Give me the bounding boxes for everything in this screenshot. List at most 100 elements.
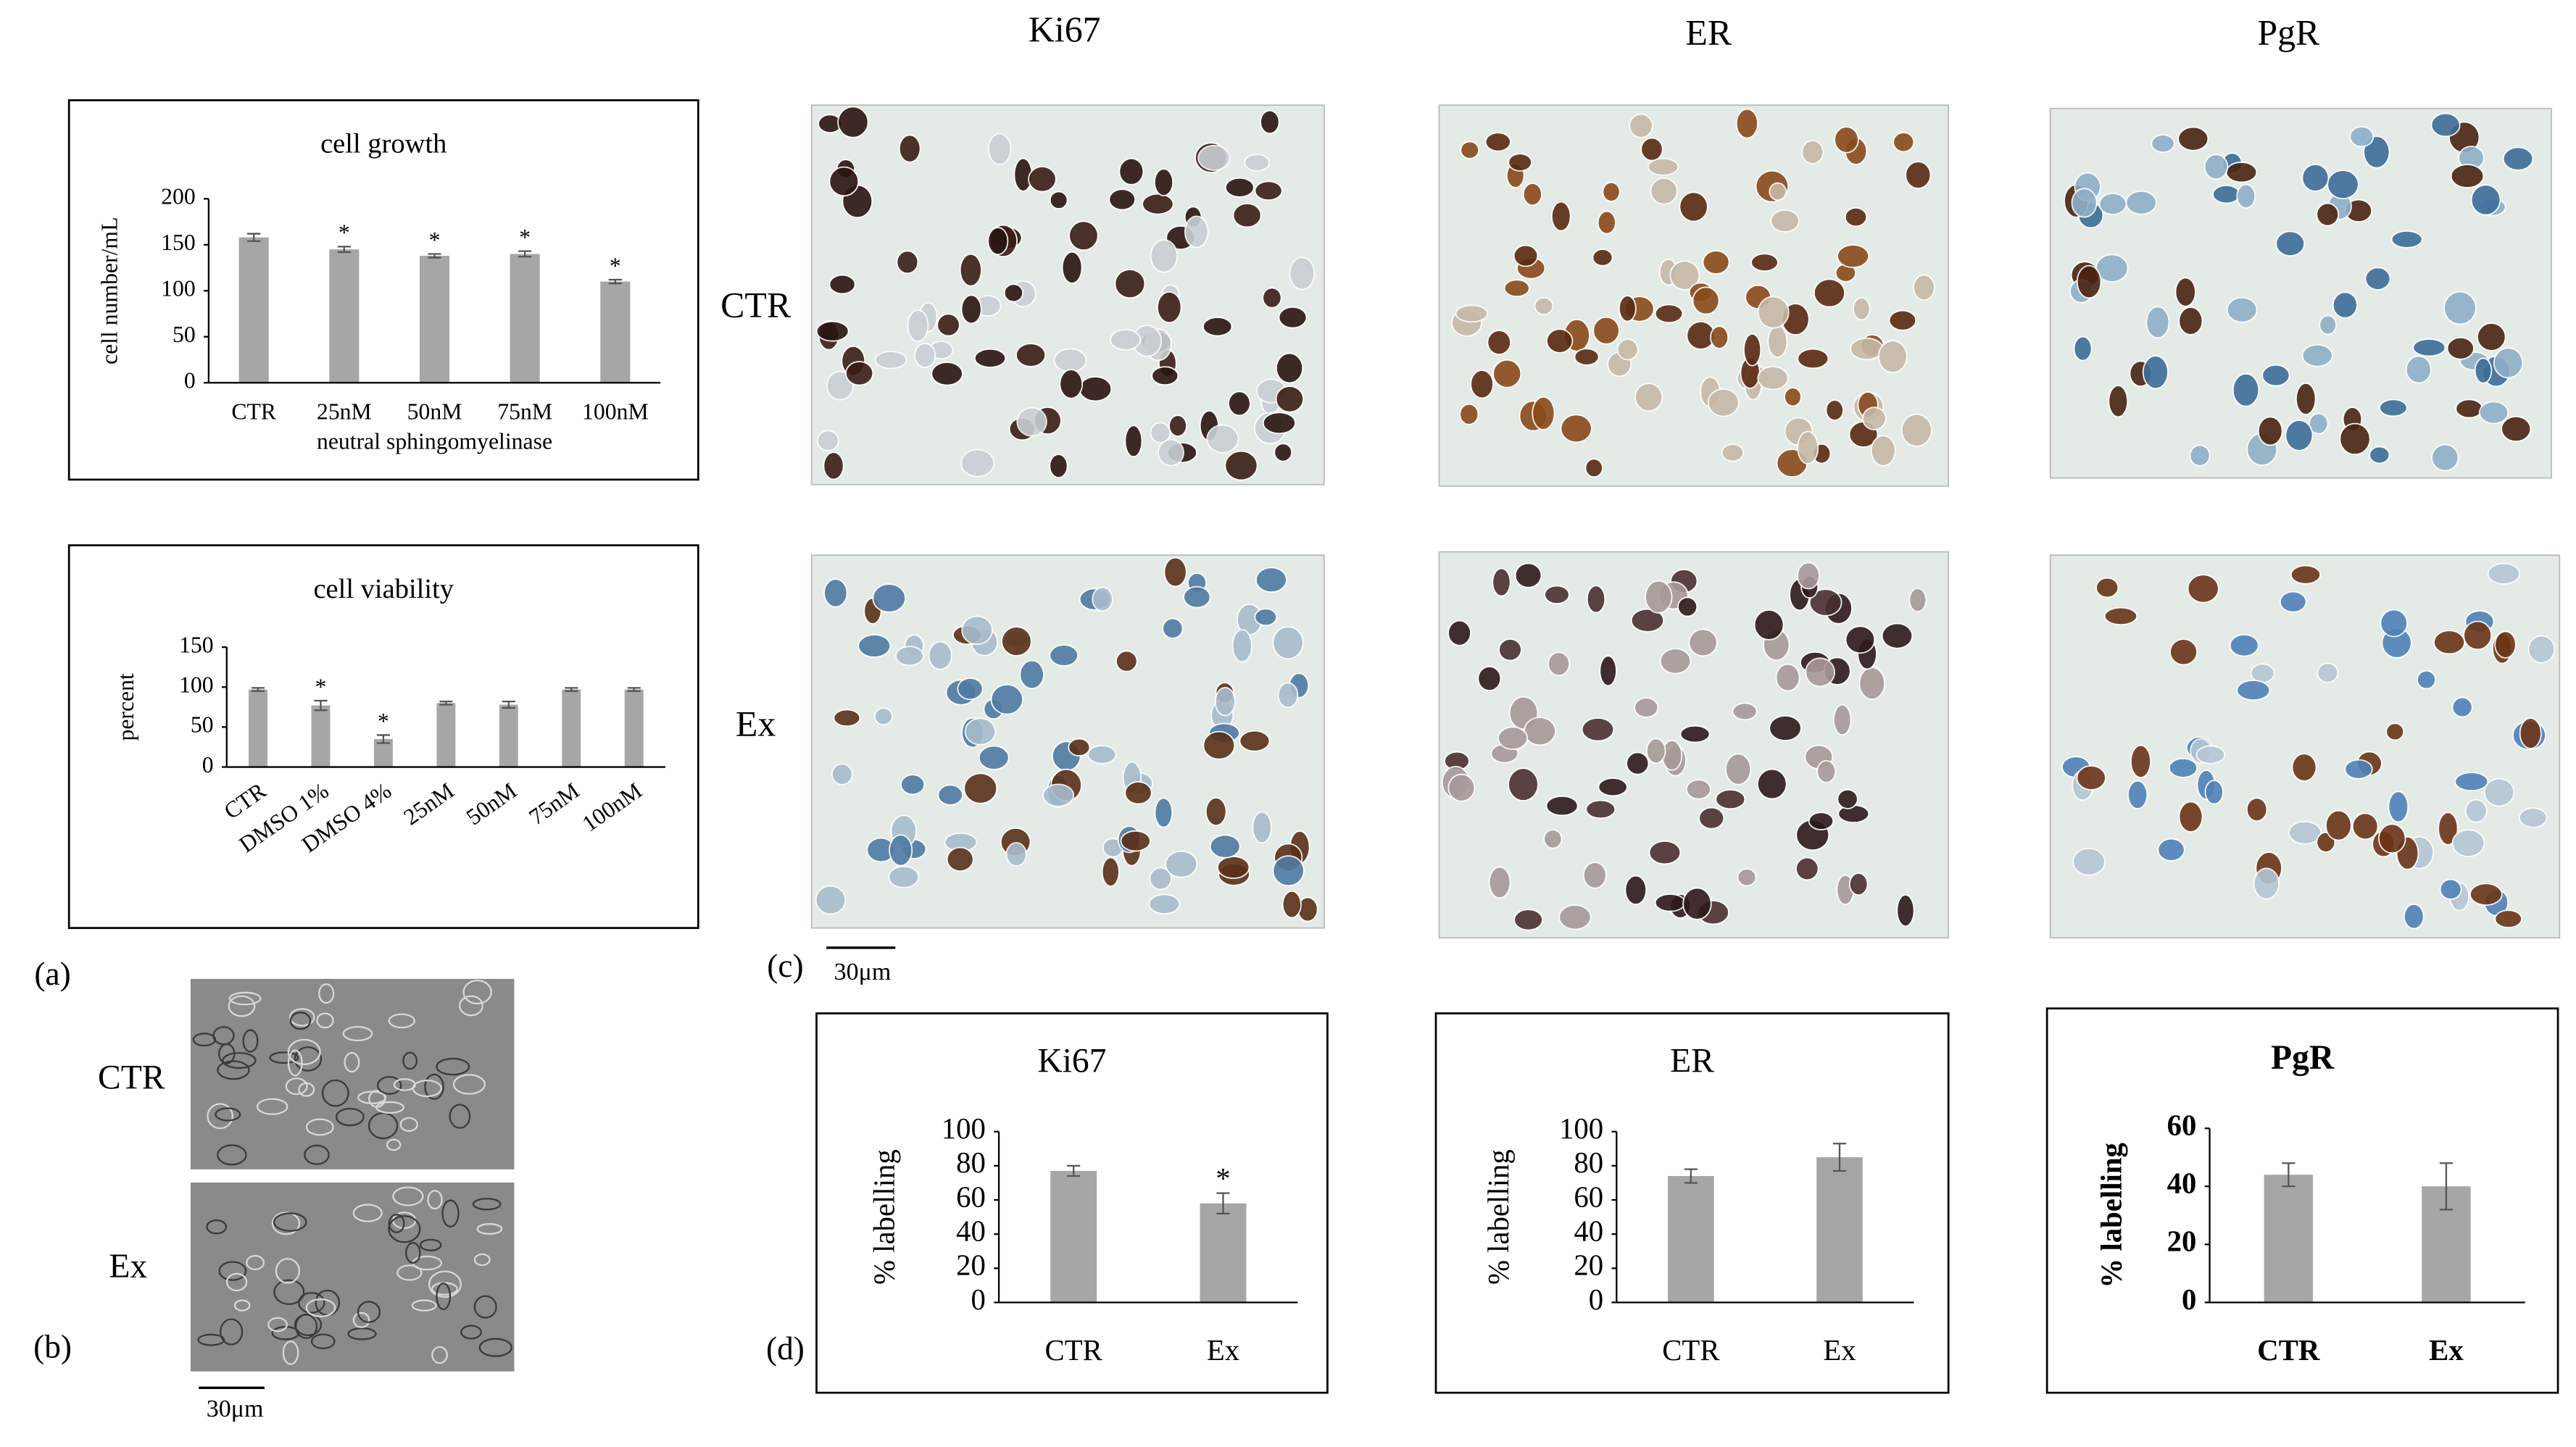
cell [1254,180,1283,201]
cell [1513,909,1544,931]
y-tick-label: 40 [2167,1167,2197,1200]
cell [1624,875,1648,906]
cell [1001,626,1032,656]
cell [2450,164,2485,188]
cell [1183,585,1211,609]
cell [459,995,483,1017]
cell [269,1051,299,1064]
cell [845,361,874,386]
cell [1209,834,1241,859]
cell [1913,274,1935,301]
cell [1508,153,1533,172]
cell [1202,730,1236,760]
cell [1459,403,1479,425]
cell [1905,161,1932,189]
bar [2264,1175,2314,1303]
cell [427,1190,443,1210]
cell [895,646,924,667]
y-tick-label: 40 [956,1215,986,1248]
cell [2127,780,2148,809]
cell [1497,726,1529,750]
x-tick-label: Ex [2429,1334,2464,1367]
cell [2288,820,2322,845]
cell [1837,244,1870,269]
cell [2412,338,2446,357]
cell [872,583,907,613]
cell [1574,348,1600,366]
y-tick-label: 0 [2182,1283,2196,1316]
cell [2369,446,2390,464]
cell [1068,738,1091,756]
cell [318,983,335,1004]
cell [222,1051,257,1069]
cell [2493,347,2524,379]
cell [2236,183,2256,209]
cell [298,1292,325,1314]
scale-bar-label: 30μm [207,1396,264,1422]
cell [1244,154,1271,172]
cell [1816,759,1837,783]
y-tick-label: 20 [1574,1249,1603,1282]
cell [2403,904,2425,930]
x-tick-label: 75nM [497,399,552,425]
cell [347,1327,377,1340]
cell [1715,789,1746,810]
chart-title: ER [1670,1043,1714,1080]
cell [2178,801,2203,833]
cell [1634,383,1663,412]
cell [1477,666,1502,691]
cell [428,1270,462,1298]
cell [233,1299,251,1312]
error-bar [337,246,351,254]
cell [1447,620,1471,646]
column-header: PgR [2257,12,2320,52]
error-bar [247,233,261,242]
panel-label: (b) [33,1329,72,1365]
cell [2494,630,2517,659]
cell [973,348,1007,368]
cell [1149,867,1172,891]
cell [898,134,921,163]
chart-title: Ki67 [1037,1043,1106,1080]
bar [1816,1157,1863,1303]
cell [344,1052,360,1073]
cell [2203,154,2229,180]
cell [2351,812,2379,841]
cell [1795,856,1819,881]
cell [1813,278,1846,308]
cell [1825,399,1844,421]
error-bar [251,687,265,692]
cell [322,1079,349,1107]
cell [837,106,869,138]
cell [2390,230,2423,249]
cell [2469,883,2503,906]
cell [2519,717,2542,749]
micrograph [190,1183,515,1372]
cell [2443,291,2477,325]
cell [1769,714,1802,742]
cell [1508,767,1539,801]
cell [1278,306,1308,329]
error-bar [627,687,641,692]
cell [462,980,492,1005]
cell [1262,412,1297,435]
cell [1154,797,1173,828]
cell [386,1138,402,1151]
cell [287,1049,303,1077]
cell [1769,182,1787,201]
cell [206,1219,228,1235]
y-tick-label: 60 [956,1180,986,1213]
cell [207,1103,233,1130]
cell [896,250,919,275]
cell [1692,286,1720,315]
x-tick-label: CTR [1662,1334,1720,1367]
y-tick-label: 20 [956,1249,986,1282]
cell [275,1258,301,1284]
cell [449,1104,471,1129]
significance-mark: * [1216,1162,1230,1195]
cell [988,133,1012,165]
cell [2478,401,2509,425]
row-label: CTR [98,1059,165,1096]
cell [1586,585,1606,614]
cell [1845,625,1876,654]
